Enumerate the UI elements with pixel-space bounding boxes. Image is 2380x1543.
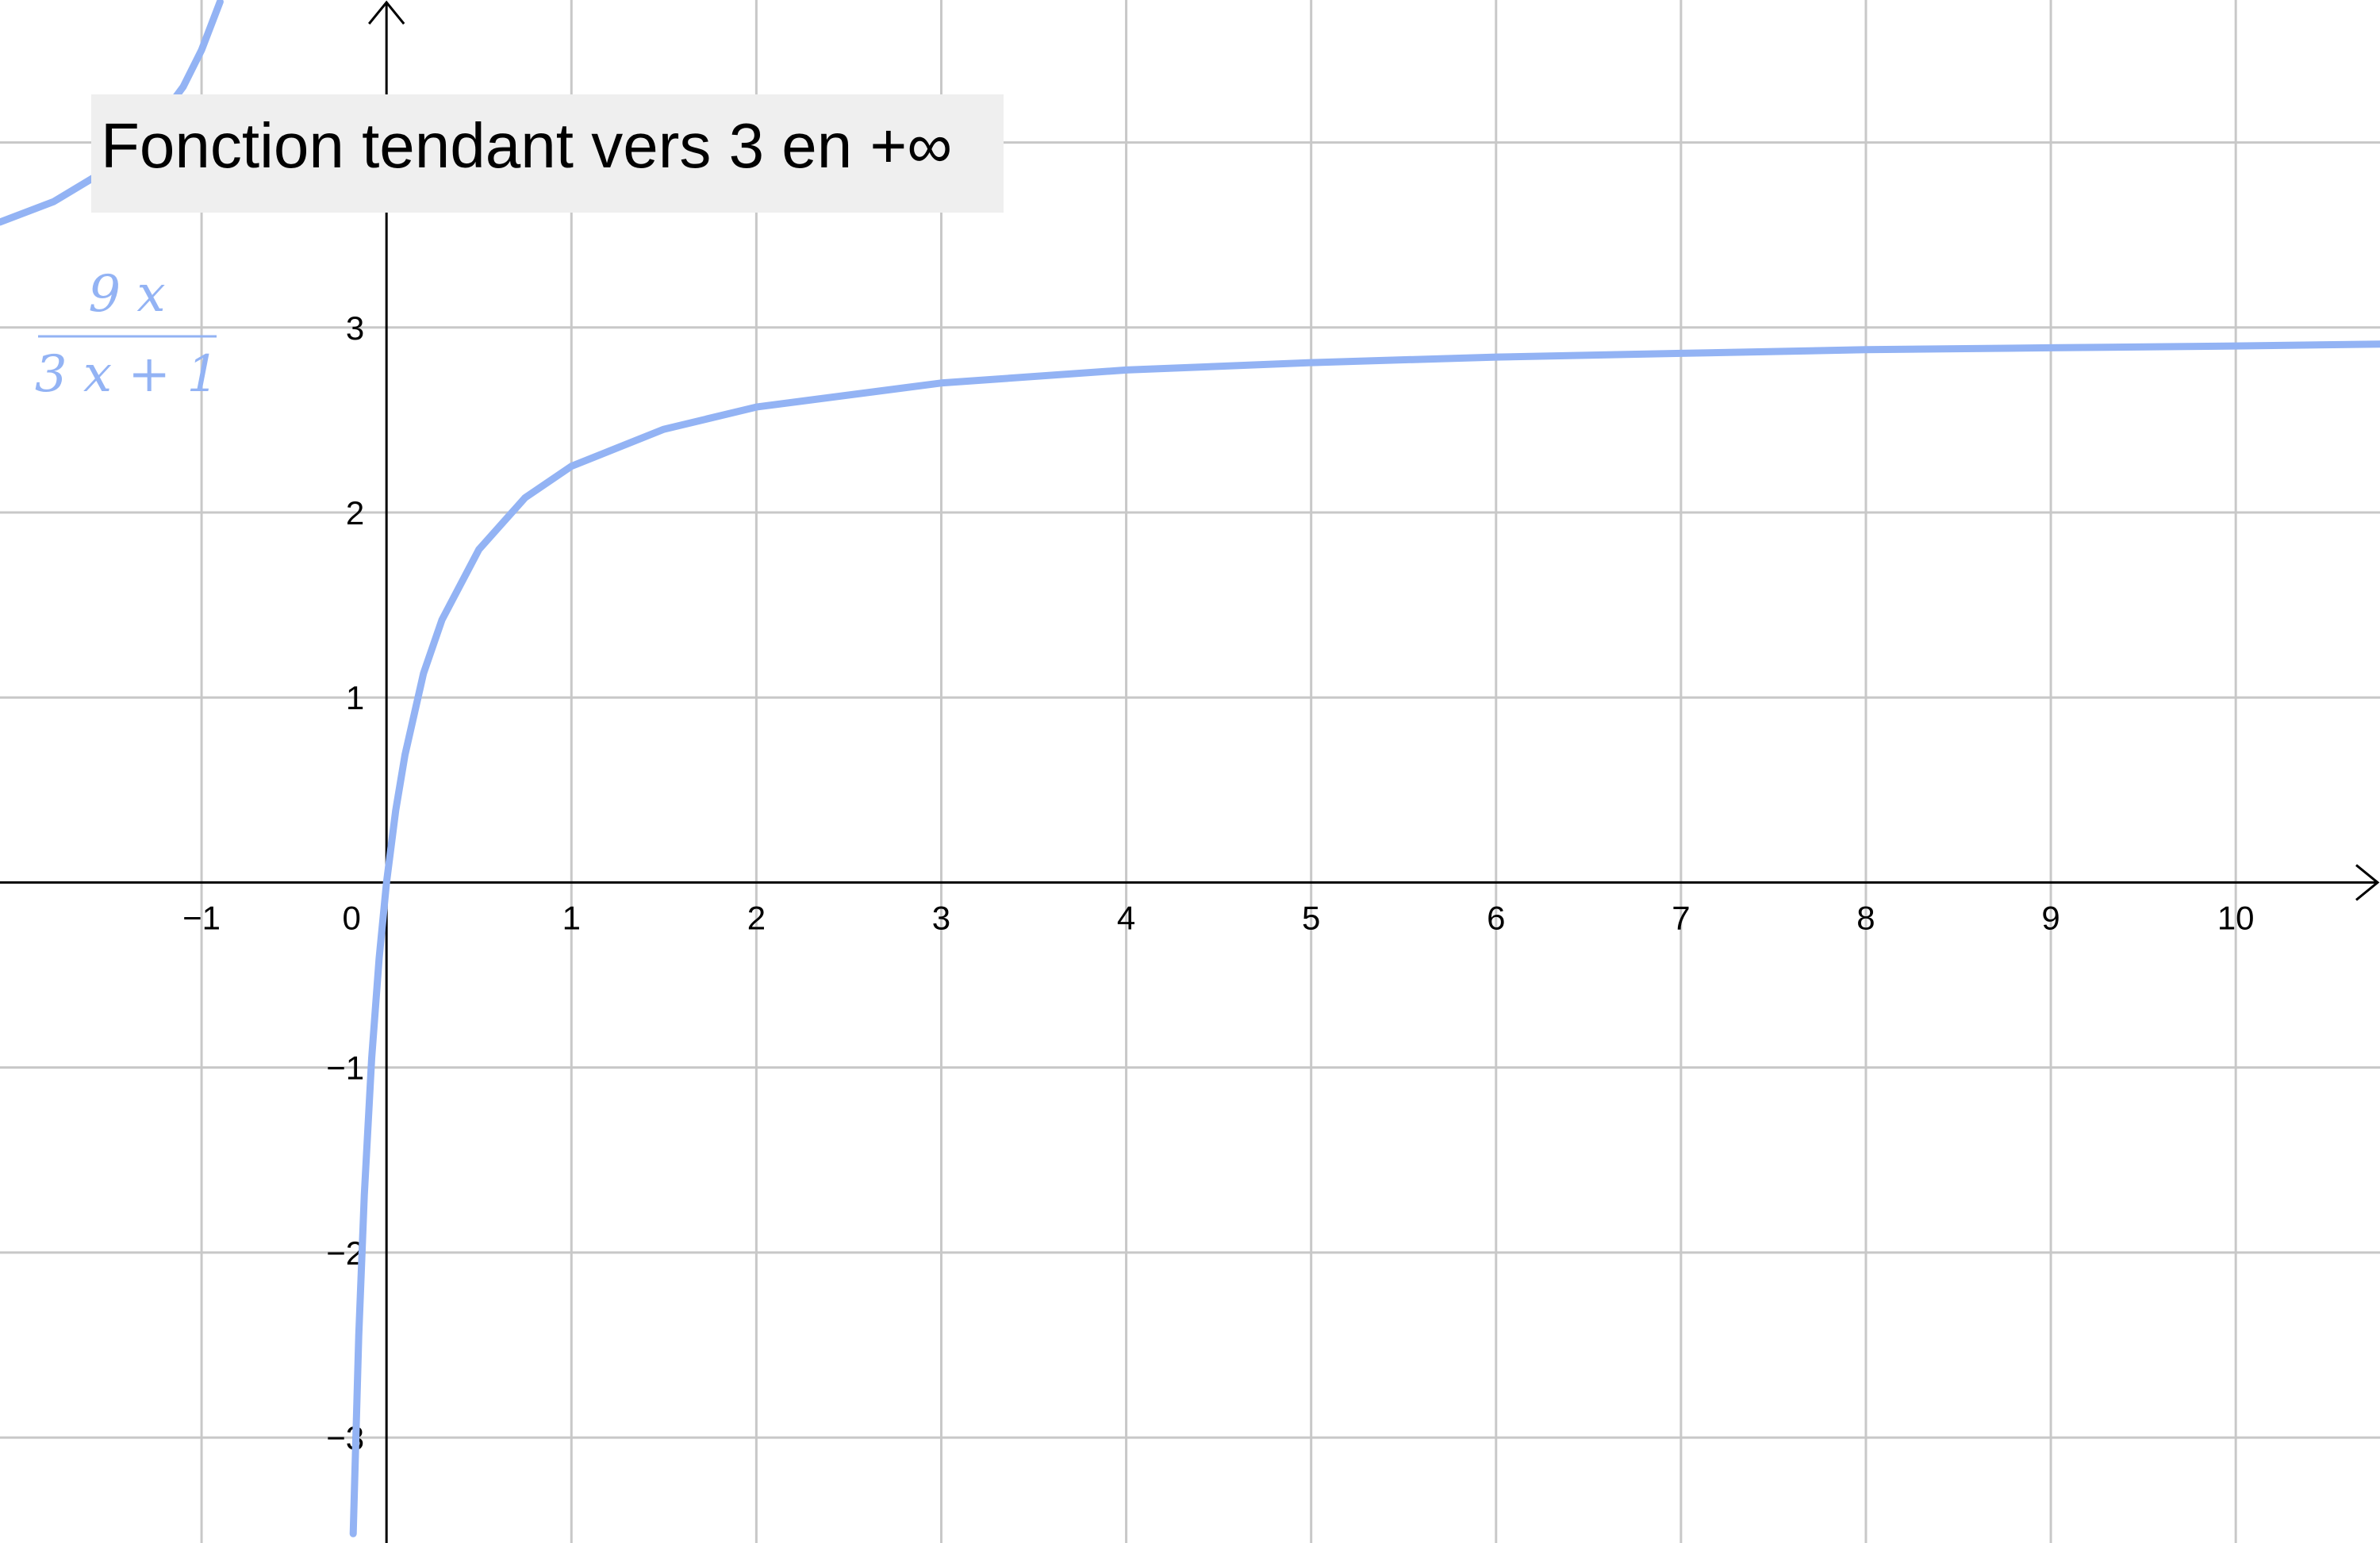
y-tick-label: −1	[326, 1050, 364, 1087]
x-axis-arrow	[2355, 864, 2380, 901]
x-tick-label: 6	[1487, 899, 1505, 936]
x-tick-label: 10	[2217, 899, 2255, 936]
y-tick-label: 3	[346, 309, 364, 347]
x-tick-label: 2	[747, 899, 766, 936]
x-tick-label: 7	[1672, 899, 1690, 936]
label-numerator: 9 x	[88, 265, 165, 324]
label-denominator: 3 x + 1	[35, 345, 219, 404]
y-tick-label: 2	[346, 494, 364, 532]
x-tick-label: −1	[182, 899, 221, 936]
y-tick-label: −2	[326, 1234, 364, 1272]
x-tick-label: 0	[342, 899, 360, 936]
function-label: 9 x 3 x + 1	[35, 265, 219, 404]
x-tick-label: 1	[562, 899, 581, 936]
x-tick-label: 4	[1117, 899, 1135, 936]
x-tick-label: 9	[2041, 899, 2059, 936]
x-tick-label: 8	[1856, 899, 1875, 936]
y-axis-arrow	[368, 0, 405, 25]
x-tick-label: 3	[932, 899, 950, 936]
x-tick-label: 5	[1302, 899, 1320, 936]
title-box: Fonction tendant vers 3 en +∞	[91, 94, 1004, 213]
chart-title: Fonction tendant vers 3 en +∞	[101, 110, 952, 181]
title-background	[91, 94, 1004, 213]
y-tick-label: 1	[346, 679, 364, 716]
